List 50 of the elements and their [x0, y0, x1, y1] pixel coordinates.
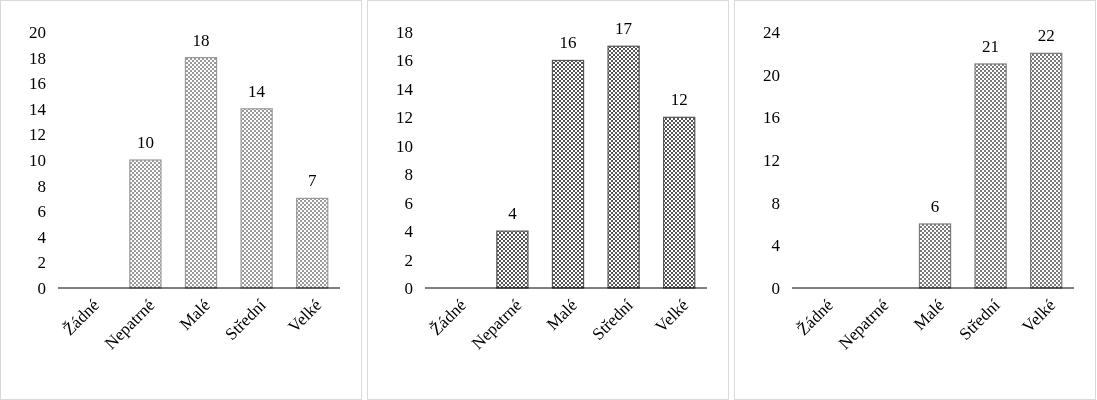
data-label: 22 — [1037, 26, 1055, 46]
y-tick-label: 10 — [29, 150, 46, 170]
bar — [974, 63, 1007, 289]
data-label: 17 — [615, 19, 633, 39]
data-label: 6 — [930, 197, 940, 216]
y-tick-label: 8 — [771, 193, 780, 213]
y-tick-label: 8 — [37, 176, 46, 196]
y-tick-label: 24 — [763, 22, 781, 42]
data-label: 12 — [670, 90, 688, 110]
bar — [663, 116, 696, 289]
bar — [1030, 52, 1063, 289]
y-tick-label: 2 — [37, 253, 46, 273]
data-label: 16 — [559, 33, 577, 53]
y-tick-label: 10 — [396, 136, 413, 156]
bar — [551, 59, 585, 289]
y-tick-label: 6 — [37, 202, 46, 222]
y-tick-label: 14 — [396, 79, 414, 99]
y-tick-label: 4 — [37, 227, 47, 247]
bar — [129, 159, 162, 289]
y-tick-label: 18 — [29, 48, 46, 68]
y-tick-label: 12 — [396, 108, 413, 128]
y-tick-label: 20 — [763, 65, 780, 85]
data-label: 18 — [192, 30, 210, 50]
bar — [496, 230, 529, 289]
y-tick-label: 0 — [404, 278, 413, 298]
y-tick-label: 20 — [29, 22, 46, 42]
bar — [240, 108, 273, 289]
y-tick-label: 6 — [404, 193, 413, 213]
y-tick-label: 12 — [29, 125, 46, 145]
bar — [296, 197, 329, 289]
data-label: 4 — [508, 204, 518, 224]
y-tick-label: 8 — [404, 165, 413, 185]
data-label: 21 — [982, 37, 1000, 56]
y-tick-label: 18 — [396, 22, 413, 42]
data-label: 7 — [307, 171, 317, 191]
bar — [918, 223, 952, 289]
data-label: 14 — [248, 81, 266, 101]
y-tick-label: 4 — [771, 236, 781, 256]
data-label: 10 — [136, 133, 154, 152]
y-tick-label: 0 — [771, 278, 780, 298]
y-tick-label: 16 — [29, 74, 46, 94]
y-tick-label: 4 — [404, 222, 414, 242]
bar — [607, 45, 640, 289]
y-tick-label: 14 — [29, 99, 47, 119]
y-tick-label: 16 — [396, 51, 413, 71]
y-tick-label: 0 — [37, 278, 46, 298]
y-tick-label: 12 — [763, 150, 780, 170]
bar — [184, 57, 218, 289]
y-tick-label: 2 — [404, 250, 413, 270]
y-tick-label: 16 — [763, 108, 780, 128]
